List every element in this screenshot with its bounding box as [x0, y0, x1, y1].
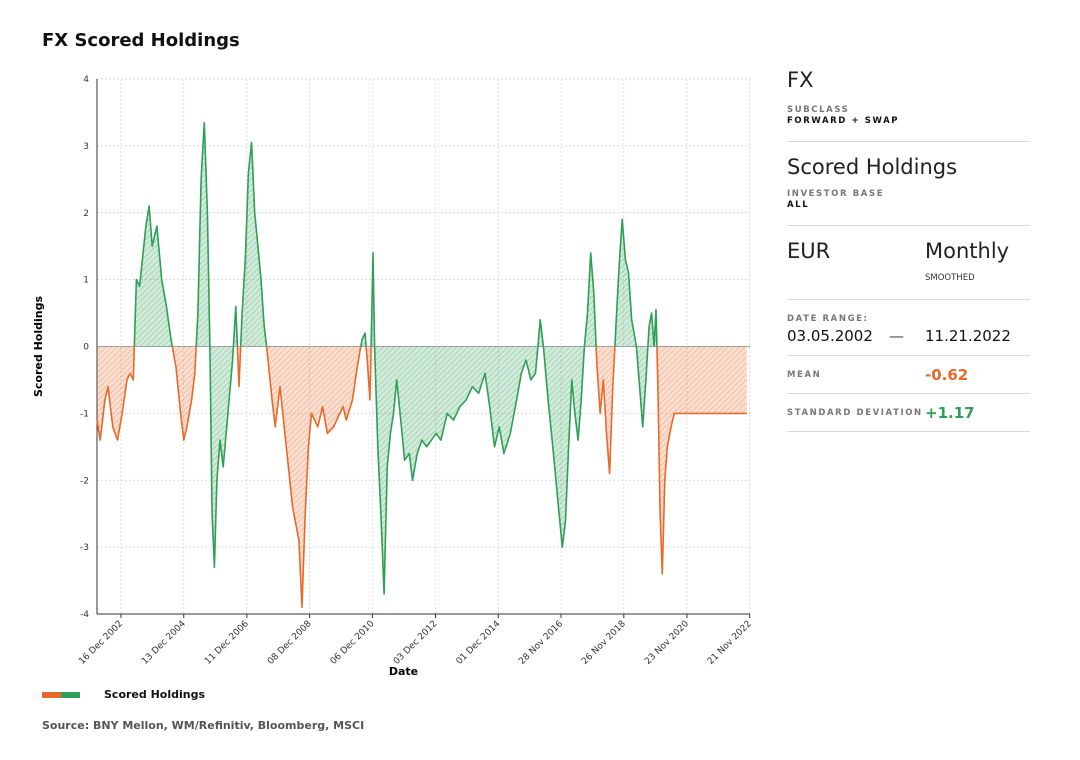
negative-line — [365, 346, 372, 401]
negative-area — [656, 346, 747, 574]
positive-line — [232, 305, 239, 347]
legend-label: Scored Holdings — [104, 688, 206, 701]
chart-legend: Scored Holdings — [42, 688, 205, 701]
subclass-label: SUBCLASS — [787, 105, 850, 115]
frequency-note: SMOOTHED — [925, 273, 975, 283]
positive-line — [647, 308, 658, 348]
positive-line — [614, 218, 649, 428]
currency: EUR — [787, 239, 831, 263]
info-panel: FX SUBCLASS FORWARD + SWAP Scored Holdin… — [787, 68, 1030, 432]
source-note: Source: BNY Mellon, WM/Refinitiv, Bloomb… — [42, 719, 365, 732]
subclass-value: FORWARD + SWAP — [787, 116, 900, 126]
date-dash: — — [889, 327, 904, 345]
negative-line — [96, 346, 136, 441]
positive-line — [360, 332, 367, 347]
legend-swatch — [42, 692, 80, 698]
positive-area — [196, 122, 234, 568]
negative-area — [172, 346, 197, 441]
std-dev-label: STANDARD DEVIATION — [787, 407, 923, 418]
chart-title: FX Scored Holdings — [42, 30, 240, 51]
x-tick-label: 01 Dec 2014 — [455, 619, 503, 667]
mean-label: MEAN — [787, 369, 822, 380]
y-tick-label: 3 — [83, 142, 89, 152]
x-tick-label: 06 Dec 2010 — [329, 619, 377, 667]
x-tick-label: 08 Dec 2008 — [266, 619, 314, 667]
positive-area — [134, 206, 173, 347]
negative-line — [265, 346, 362, 609]
negative-line — [656, 346, 747, 575]
mean-value: -0.62 — [925, 365, 969, 384]
asset-class: FX — [787, 68, 814, 92]
y-tick-label: -4 — [80, 610, 89, 620]
x-tick-label: 23 Nov 2020 — [643, 619, 691, 667]
std-dev-value: +1.17 — [925, 403, 975, 422]
negative-line — [171, 346, 197, 441]
positive-area — [371, 252, 538, 594]
measure-name: Scored Holdings — [787, 155, 958, 179]
x-axis-label: Date — [389, 665, 418, 678]
date-range-label: DATE RANGE: — [787, 314, 869, 324]
negative-area — [97, 346, 135, 441]
x-tick-label: 21 Nov 2022 — [706, 619, 754, 667]
date-end: 11.21.2022 — [925, 327, 1011, 345]
investor-base-label: INVESTOR BASE — [787, 189, 885, 199]
y-tick-label: 4 — [83, 75, 89, 85]
date-start: 03.05.2002 — [787, 327, 873, 345]
negative-line — [595, 346, 616, 475]
positive-line — [239, 141, 268, 347]
y-tick-label: 0 — [83, 343, 89, 353]
positive-line — [195, 121, 235, 569]
positive-line — [537, 252, 597, 548]
x-tick-label: 28 Nov 2016 — [517, 619, 565, 667]
positive-area — [614, 219, 648, 427]
negative-line — [236, 346, 242, 388]
x-tick-label: 16 Dec 2002 — [77, 619, 125, 667]
x-tick-label: 03 Dec 2012 — [392, 619, 440, 667]
y-tick-label: -3 — [80, 543, 89, 553]
x-tick-label: 11 Dec 2006 — [203, 619, 251, 667]
frequency: Monthly — [925, 239, 1010, 263]
investor-base-value: ALL — [787, 200, 810, 210]
y-axis-label: Scored Holdings — [32, 296, 45, 397]
y-tick-label: 2 — [83, 209, 89, 219]
y-tick-label: -1 — [80, 409, 89, 419]
x-tick-label: 13 Dec 2004 — [140, 619, 188, 667]
positive-line — [370, 252, 539, 595]
y-tick-label: 1 — [83, 276, 89, 286]
positive-area — [240, 142, 267, 347]
negative-area — [266, 346, 361, 608]
positive-area — [537, 252, 597, 548]
y-tick-label: -2 — [80, 476, 89, 486]
positive-line — [133, 205, 174, 347]
x-tick-label: 26 Nov 2018 — [580, 619, 628, 667]
